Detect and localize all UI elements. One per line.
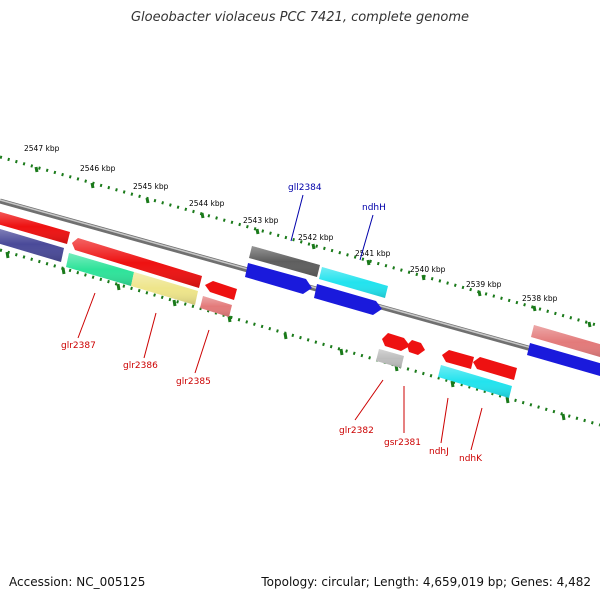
scale-label: 2539 kbp bbox=[466, 280, 502, 289]
major-tick bbox=[172, 299, 177, 307]
gene-block[interactable] bbox=[382, 333, 410, 351]
gene-label[interactable]: gsr2381 bbox=[384, 438, 421, 448]
label-leader-lines bbox=[77, 194, 483, 451]
inner-scale-track bbox=[0, 248, 600, 427]
leader-line bbox=[440, 397, 449, 444]
scale-label: 2546 kbp bbox=[80, 164, 116, 173]
major-tick bbox=[283, 332, 288, 340]
scale-label: 2544 kbp bbox=[189, 199, 225, 208]
scale-label: 2540 kbp bbox=[410, 265, 446, 274]
major-tick bbox=[366, 259, 371, 266]
gene-block bbox=[376, 349, 404, 368]
leader-line bbox=[77, 292, 96, 339]
major-tick bbox=[339, 348, 344, 356]
major-tick bbox=[5, 251, 10, 259]
leader-line bbox=[470, 407, 483, 451]
major-tick bbox=[34, 166, 39, 173]
leader-line bbox=[194, 329, 210, 374]
major-tick bbox=[116, 283, 121, 291]
leader-line bbox=[143, 312, 157, 359]
gene-block bbox=[438, 365, 512, 398]
major-tick bbox=[505, 396, 510, 404]
gene-label[interactable]: glr2386 bbox=[123, 361, 158, 371]
outer-major-ticks bbox=[34, 166, 592, 328]
gene-block bbox=[319, 267, 388, 298]
leader-line bbox=[359, 214, 374, 261]
gene-block bbox=[131, 272, 198, 305]
gene-block bbox=[249, 246, 320, 277]
gene-block[interactable] bbox=[205, 281, 237, 300]
gene-block bbox=[0, 211, 70, 244]
gene-block[interactable] bbox=[407, 340, 425, 355]
major-tick bbox=[200, 212, 205, 219]
major-tick bbox=[532, 305, 537, 312]
gene-labels: gll2384 ndhH glr2387 glr2386 glr2385 glr… bbox=[61, 183, 483, 464]
plus-strand-genes bbox=[0, 211, 600, 378]
gene-label[interactable]: ndhK bbox=[459, 454, 483, 464]
scale-label: 2547 kbp bbox=[24, 144, 60, 153]
gene-block bbox=[0, 228, 64, 262]
leader-line bbox=[354, 379, 384, 421]
gene-label[interactable]: ndhJ bbox=[429, 447, 449, 457]
scale-label: 2543 kbp bbox=[243, 216, 279, 225]
gene-label[interactable]: glr2382 bbox=[339, 426, 374, 436]
minus-strand-genes bbox=[0, 228, 517, 398]
gene-block[interactable] bbox=[527, 343, 600, 378]
gene-label[interactable]: ndhH bbox=[362, 203, 386, 213]
major-tick bbox=[477, 290, 482, 297]
major-tick bbox=[145, 197, 150, 204]
gene-block[interactable] bbox=[442, 350, 474, 369]
inner-major-ticks bbox=[5, 251, 566, 421]
gene-label[interactable]: gll2384 bbox=[288, 183, 322, 193]
scale-labels: 2547 kbp 2546 kbp 2545 kbp 2544 kbp 2543… bbox=[24, 144, 558, 303]
leader-line bbox=[290, 194, 304, 242]
major-tick bbox=[587, 321, 592, 328]
major-tick bbox=[450, 380, 455, 388]
scale-label: 2541 kbp bbox=[355, 249, 391, 258]
scale-label: 2538 kbp bbox=[522, 294, 558, 303]
gene-block bbox=[72, 238, 202, 288]
gene-block[interactable] bbox=[473, 357, 517, 380]
scale-label: 2542 kbp bbox=[298, 233, 334, 242]
major-tick bbox=[61, 267, 66, 275]
scale-label: 2545 kbp bbox=[133, 182, 169, 191]
gene-block[interactable] bbox=[245, 263, 312, 294]
gene-label[interactable]: glr2387 bbox=[61, 341, 96, 351]
major-tick bbox=[255, 228, 260, 235]
map-title: Gloeobacter violaceus PCC 7421, complete… bbox=[130, 10, 470, 25]
major-tick bbox=[227, 315, 232, 323]
major-tick bbox=[90, 182, 95, 189]
major-tick bbox=[421, 274, 426, 281]
major-tick bbox=[311, 243, 316, 250]
genome-info-label: Topology: circular; Length: 4,659,019 bp… bbox=[261, 575, 591, 589]
gene-block bbox=[531, 325, 600, 357]
gene-label[interactable]: glr2385 bbox=[176, 377, 211, 387]
gene-block bbox=[200, 296, 232, 317]
major-tick bbox=[561, 413, 566, 421]
gene-block[interactable] bbox=[314, 284, 382, 315]
gene-block bbox=[66, 253, 134, 286]
accession-label: Accession: NC_005125 bbox=[9, 575, 146, 589]
